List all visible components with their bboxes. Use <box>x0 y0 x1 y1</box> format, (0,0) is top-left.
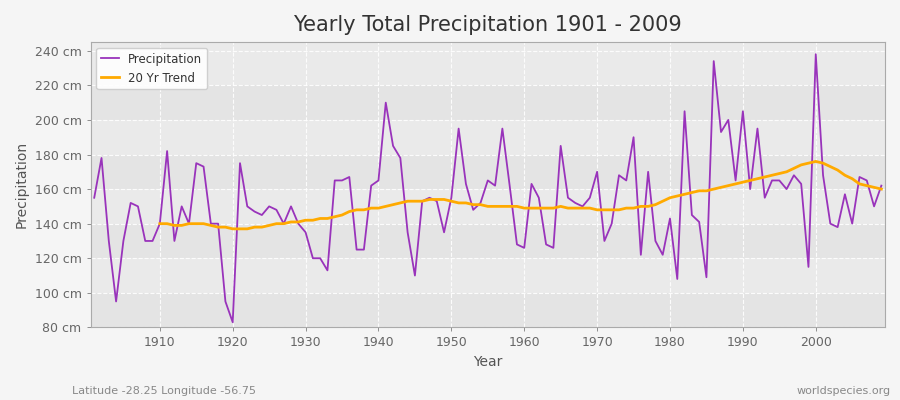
Precipitation <box>89 195 100 200</box>
Bar <box>91 293 885 328</box>
Bar <box>91 85 885 120</box>
20 Yr Trend <box>228 226 238 231</box>
Precipitation <box>876 183 886 188</box>
20 Yr Trend <box>329 214 340 219</box>
20 Yr Trend <box>854 182 865 186</box>
Precipitation <box>228 320 238 325</box>
20 Yr Trend <box>155 221 166 226</box>
Text: Latitude -28.25 Longitude -56.75: Latitude -28.25 Longitude -56.75 <box>72 386 256 396</box>
Precipitation <box>315 256 326 261</box>
Bar <box>91 51 885 85</box>
Text: worldspecies.org: worldspecies.org <box>796 386 891 396</box>
Line: Precipitation: Precipitation <box>94 54 881 322</box>
Line: 20 Yr Trend: 20 Yr Trend <box>160 162 881 229</box>
Precipitation <box>614 173 625 178</box>
20 Yr Trend <box>534 206 544 210</box>
20 Yr Trend <box>832 168 843 172</box>
Precipitation <box>810 52 821 57</box>
Bar <box>91 224 885 258</box>
Legend: Precipitation, 20 Yr Trend: Precipitation, 20 Yr Trend <box>96 48 207 89</box>
Title: Yearly Total Precipitation 1901 - 2009: Yearly Total Precipitation 1901 - 2009 <box>293 15 682 35</box>
Bar <box>91 120 885 154</box>
Precipitation <box>147 238 158 243</box>
Precipitation <box>526 182 537 186</box>
Bar <box>91 154 885 189</box>
X-axis label: Year: Year <box>473 355 502 369</box>
Bar <box>91 189 885 224</box>
Bar <box>91 258 885 293</box>
20 Yr Trend <box>591 208 602 212</box>
20 Yr Trend <box>876 187 886 192</box>
20 Yr Trend <box>810 159 821 164</box>
20 Yr Trend <box>301 218 311 223</box>
Y-axis label: Precipitation: Precipitation <box>15 141 29 228</box>
Precipitation <box>358 247 369 252</box>
Precipitation <box>518 246 529 250</box>
